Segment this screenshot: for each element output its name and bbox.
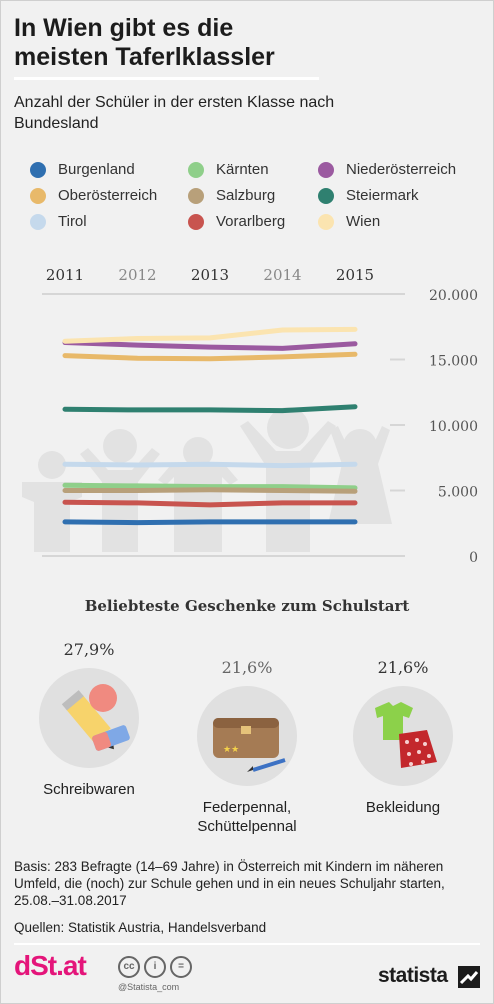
children-silhouette-illustration xyxy=(22,407,392,552)
gift-percentage: 21,6% xyxy=(221,658,273,677)
series-line-obersterreich xyxy=(62,351,358,362)
pencil-eraser-icon xyxy=(39,668,139,768)
cc-icon: cc xyxy=(118,956,140,978)
statista-handle[interactable]: @Statista_com xyxy=(118,982,180,992)
x-tick-label: 2014 xyxy=(263,266,301,284)
statista-logo-icon xyxy=(458,966,480,988)
legend-swatch xyxy=(30,162,46,178)
y-tick-label: 10.000 xyxy=(429,419,478,435)
gift-percentage: 27,9% xyxy=(63,640,115,659)
gift-item-clothing: 21,6% Bekleidung xyxy=(328,640,478,817)
page-subtitle: Anzahl der Schüler in der ersten Klasse … xyxy=(14,94,335,132)
title-divider xyxy=(14,77,319,80)
legend-label: Steiermark xyxy=(346,187,419,204)
nd-icon: = xyxy=(170,956,192,978)
legend-label: Kärnten xyxy=(216,161,269,178)
x-axis-labels: 2011 2012 2013 2014 2015 xyxy=(46,266,374,284)
footer-divider xyxy=(14,943,480,945)
clothing-icon xyxy=(353,686,453,786)
gift-percentage: 21,6% xyxy=(377,658,429,677)
series-line-salzburg xyxy=(62,487,358,494)
gift-item-stationery: 27,9% Schreibwaren xyxy=(14,640,164,799)
x-tick-label: 2013 xyxy=(191,266,229,284)
gift-label: Federpennal, Schüttelpennal xyxy=(197,799,297,835)
gifts-section-title: Beliebteste Geschenke zum Schulstart xyxy=(84,597,410,615)
series-line-burgenland xyxy=(62,519,358,526)
line-chart: 2011 2012 2013 2014 2015 0 5.000 10.000 15.000 2… xyxy=(22,266,478,566)
svg-text:★★: ★★ xyxy=(223,745,239,755)
x-tick-label: 2015 xyxy=(336,266,374,284)
series-line-tirol xyxy=(62,461,358,469)
legend-label: Burgenland xyxy=(58,161,135,178)
legend-swatch xyxy=(188,214,204,230)
gift-label: Schreibwaren xyxy=(43,781,135,798)
gift-item-pencil-case: 21,6% ★★ Federpennal, Schüttelpennal xyxy=(172,640,322,836)
by-icon: i xyxy=(144,956,166,978)
statista-logo[interactable]: statista xyxy=(378,964,448,987)
dst-logo[interactable]: dSt.at xyxy=(14,950,87,981)
legend-swatch xyxy=(318,162,334,178)
legend-swatch xyxy=(318,214,334,230)
series-line-niedersterreich xyxy=(62,340,358,351)
legend-swatch xyxy=(30,214,46,230)
legend-label: Wien xyxy=(346,213,381,230)
x-tick-label: 2012 xyxy=(118,266,156,284)
legend-swatch xyxy=(30,188,46,204)
gift-label: Bekleidung xyxy=(365,799,441,816)
y-tick-label: 20.000 xyxy=(429,288,478,304)
page-title: In Wien gibt es die meisten Taferlklassl… xyxy=(14,14,275,71)
legend-label: Vorarlberg xyxy=(216,213,286,230)
series-line-krnten xyxy=(62,482,358,491)
series-line-vorarlberg xyxy=(62,499,358,508)
sources-note: Quellen: Statistik Austria, Handelsverba… xyxy=(14,920,267,935)
y-axis: 0 5.000 10.000 15.000 20.000 xyxy=(390,288,478,566)
x-tick-label: 2011 xyxy=(46,266,84,284)
series-line-steiermark xyxy=(62,404,358,414)
basis-note: Basis: 283 Befragte (14–69 Jahre) in Öst… xyxy=(14,859,445,908)
series-line-wien xyxy=(62,326,358,344)
legend-swatch xyxy=(188,162,204,178)
legend-swatch xyxy=(188,188,204,204)
pencil-case-icon: ★★ xyxy=(197,686,297,786)
legend-label: Niederösterreich xyxy=(346,161,457,178)
legend-label: Oberösterreich xyxy=(58,187,158,204)
y-tick-label: 15.000 xyxy=(429,354,478,370)
legend-swatch xyxy=(318,188,334,204)
legend-label: Salzburg xyxy=(216,187,276,204)
y-tick-label: 0 xyxy=(469,550,478,566)
series-lines xyxy=(62,326,358,526)
y-tick-label: 5.000 xyxy=(438,485,478,501)
legend-label: Tirol xyxy=(58,213,87,230)
